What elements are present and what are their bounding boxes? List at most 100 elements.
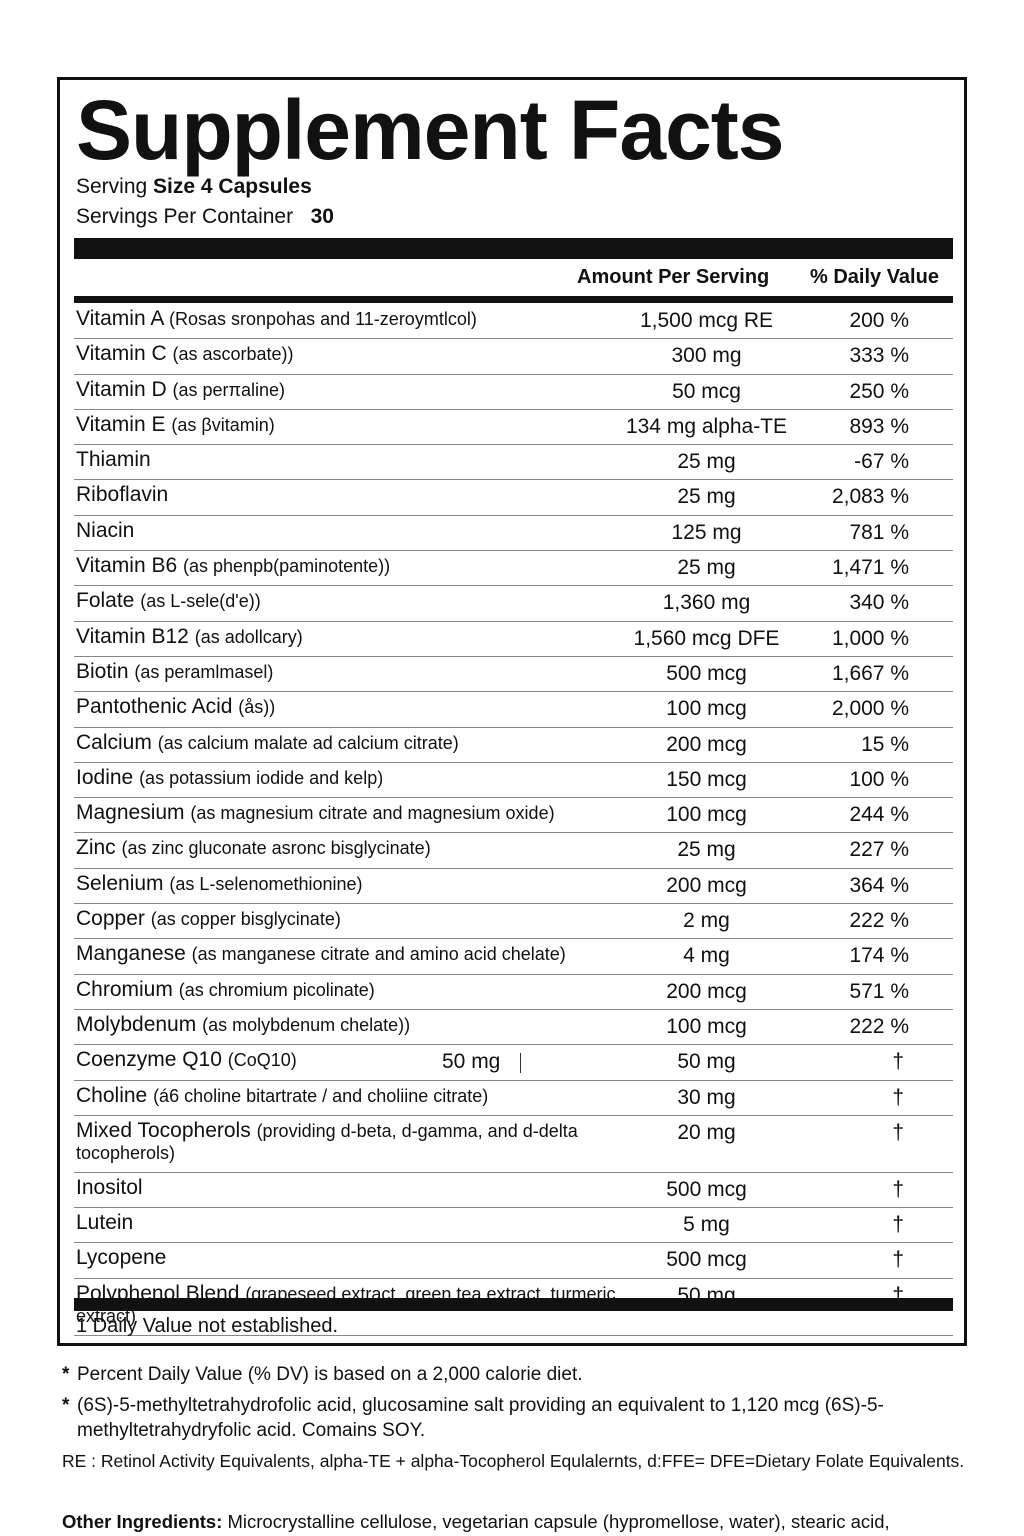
daily-value: 571 %	[849, 979, 909, 1003]
daily-value: †	[892, 1177, 904, 1201]
nutrient: Vitamin A (Rosas sronpohas and 11-zeroym…	[76, 308, 636, 330]
daily-value: 250 %	[849, 379, 909, 403]
amount: 134 mg alpha-TE	[625, 414, 788, 438]
nutrient-detail: (as potassium iodide and kelp)	[139, 767, 384, 788]
nutrient: Iodine (as potassium iodide and kelp)	[76, 765, 636, 789]
nutrient: Vitamin B12 (as adollcary)	[76, 624, 636, 648]
nutrient-row: Coenzyme Q10 (CoQ10) 50 mg 50 mg †	[74, 1045, 953, 1081]
daily-value: 15 %	[861, 732, 909, 756]
note: * Percent Daily Value (% DV) is based on …	[62, 1362, 982, 1387]
nutrient-row: Inositol 500 mcg †	[74, 1173, 953, 1209]
amount: 25 mg	[677, 556, 736, 580]
daily-value: 1,000 %	[831, 626, 909, 650]
nutrient-name: Vitamin D	[76, 377, 167, 401]
nutrient-name: Vitamin B6	[76, 554, 178, 578]
amount-header: Amount Per Serving	[577, 266, 770, 288]
nutrient-detail: (as manganese citrate and amino acid che…	[191, 944, 566, 965]
nutrient-name: Vitamin C	[76, 342, 167, 366]
amount: 100 mcg	[666, 803, 747, 827]
nutrient: Pantothenic Acid (ås))	[76, 696, 636, 718]
nutrient-detail: (as L-sele(d'e))	[140, 591, 261, 612]
other-ingredients: Other Ingredients: Microcrystalline cell…	[62, 1511, 890, 1533]
nutrient-row: Vitamin A (Rosas sronpohas and 11-zeroym…	[74, 304, 953, 340]
daily-value: †	[892, 1213, 904, 1237]
amount: 500 mcg	[666, 1177, 747, 1201]
nutrient: Biotin (as peramlmasel)	[76, 659, 636, 683]
amount: 1,500 mcg RE	[639, 309, 774, 332]
nutrient-row: Molybdenum (as molybdenum chelate)) 100 m…	[74, 1010, 953, 1046]
note-marker: *	[62, 1395, 70, 1416]
bottom-bar	[74, 1298, 953, 1311]
nutrient-name: Vitamin A	[76, 307, 164, 330]
nutrient-detail: (as copper bisglycinate)	[150, 909, 341, 930]
daily-value: †	[892, 1085, 904, 1109]
nutrient-name: Manganese	[76, 942, 186, 966]
amount: 50 mcg	[672, 379, 741, 403]
nutrient-detail: (as βvitamin)	[171, 414, 275, 435]
nutrient-name: Vitamin B12	[76, 624, 189, 648]
daily-value: 364 %	[849, 873, 909, 897]
nutrient: Magnesium (as magnesium citrate and magn…	[76, 802, 636, 824]
nutrient-row: Copper (as copper bisglycinate) 2 mg 222 %	[74, 904, 953, 940]
daily-value: 222 %	[849, 1014, 909, 1038]
amount: 25 mg	[677, 485, 736, 509]
nutrient-row: Biotin (as peramlmasel) 500 mcg 1,667 %	[74, 657, 953, 693]
nutrient-row: Pantothenic Acid (ås)) 100 mcg 2,000 %	[74, 692, 953, 728]
nutrient-name: Calcium	[76, 730, 152, 754]
amount: 25 mg	[677, 450, 736, 474]
nutrient: Thiamin	[76, 449, 636, 471]
nutrient-row: Thiamin 25 mg -67 %	[74, 445, 953, 481]
nutrient-name: Coenzyme Q10	[76, 1048, 222, 1072]
nutrient-detail: (CoQ10)	[227, 1050, 297, 1071]
daily-value: 781 %	[849, 520, 909, 544]
servings-per-container: Servings Per Container 30	[76, 205, 334, 229]
nutrient: Lycopene	[76, 1247, 636, 1269]
box-footnote: 1 Daily Value not established.	[76, 1315, 339, 1337]
thick-bar	[74, 238, 953, 259]
nutrient-name: Iodine	[76, 765, 134, 789]
daily-value: 222 %	[849, 909, 909, 933]
nutrient-row: Vitamin B12 (as adollcary) 1,560 mcg DFE 1…	[74, 622, 953, 657]
serving-size: Serving Size 4 Capsules	[76, 175, 312, 199]
nutrient-name: Magnesium	[76, 801, 185, 825]
nutrient-name: Mixed Tocopherols	[76, 1118, 251, 1142]
nutrient-row: Vitamin C (as ascorbate)) 300 mg 333 %	[74, 339, 953, 375]
nutrient-name: Niacin	[76, 518, 135, 542]
amount: 100 mcg	[666, 1014, 747, 1038]
nutrient: Lutein	[76, 1212, 636, 1234]
amount: 300 mg	[671, 344, 742, 368]
nutrient: Vitamin E (as βvitamin)	[76, 413, 636, 436]
note-marker: *	[62, 1364, 70, 1385]
nutrient-name: Copper	[76, 907, 145, 931]
nutrient-name: Folate	[76, 589, 135, 613]
nutrient-detail: (as adollcary)	[194, 626, 303, 647]
daily-value: †	[892, 1120, 904, 1144]
daily-value: †	[892, 1050, 904, 1074]
nutrient-row: Niacin 125 mg 781 %	[74, 516, 953, 552]
nutrient-name: Zinc	[76, 836, 116, 860]
nutrient-name: Biotin	[76, 659, 129, 683]
note: * (6S)-5-methyltetrahydrofolic acid, gluc…	[62, 1393, 982, 1443]
nutrient-name: Lycopene	[76, 1246, 167, 1270]
nutrient-detail: (as magnesium citrate and magnesium oxid…	[190, 803, 555, 824]
amount: 2 mg	[683, 909, 730, 933]
amount: 500 mcg	[666, 661, 747, 685]
nutrient: Mixed Tocopherols (providing d-beta, d-g…	[76, 1118, 636, 1164]
daily-value: 1,667 %	[831, 661, 909, 685]
daily-value: 174 %	[849, 944, 909, 968]
nutrient-row: Magnesium (as magnesium citrate and magn…	[74, 798, 953, 834]
nutrient-row: Selenium (as L-selenomethionine) 200 mcg 3…	[74, 869, 953, 905]
nutrient-row: Choline (á6 choline bitartrate / and cho…	[74, 1081, 953, 1116]
nutrient: Folate (as L-sele(d'e))	[76, 590, 636, 612]
nutrient-row: Iodine (as potassium iodide and kelp) 150…	[74, 763, 953, 799]
nutrient: Chromium (as chromium picolinate)	[76, 978, 636, 1001]
nutrient-row: Vitamin B6 (as phenpb(paminotente)) 25 mg…	[74, 551, 953, 587]
amount: 20 mg	[677, 1120, 736, 1144]
header-rule	[74, 296, 953, 303]
other-ingredients-label: Other Ingredients:	[62, 1511, 223, 1532]
daily-value: 340 %	[849, 591, 909, 615]
nutrient: Selenium (as L-selenomethionine)	[76, 872, 636, 895]
nutrient-detail: (as L-selenomethionine)	[169, 873, 363, 894]
nutrient: Vitamin D (as perπaline)	[76, 377, 636, 401]
